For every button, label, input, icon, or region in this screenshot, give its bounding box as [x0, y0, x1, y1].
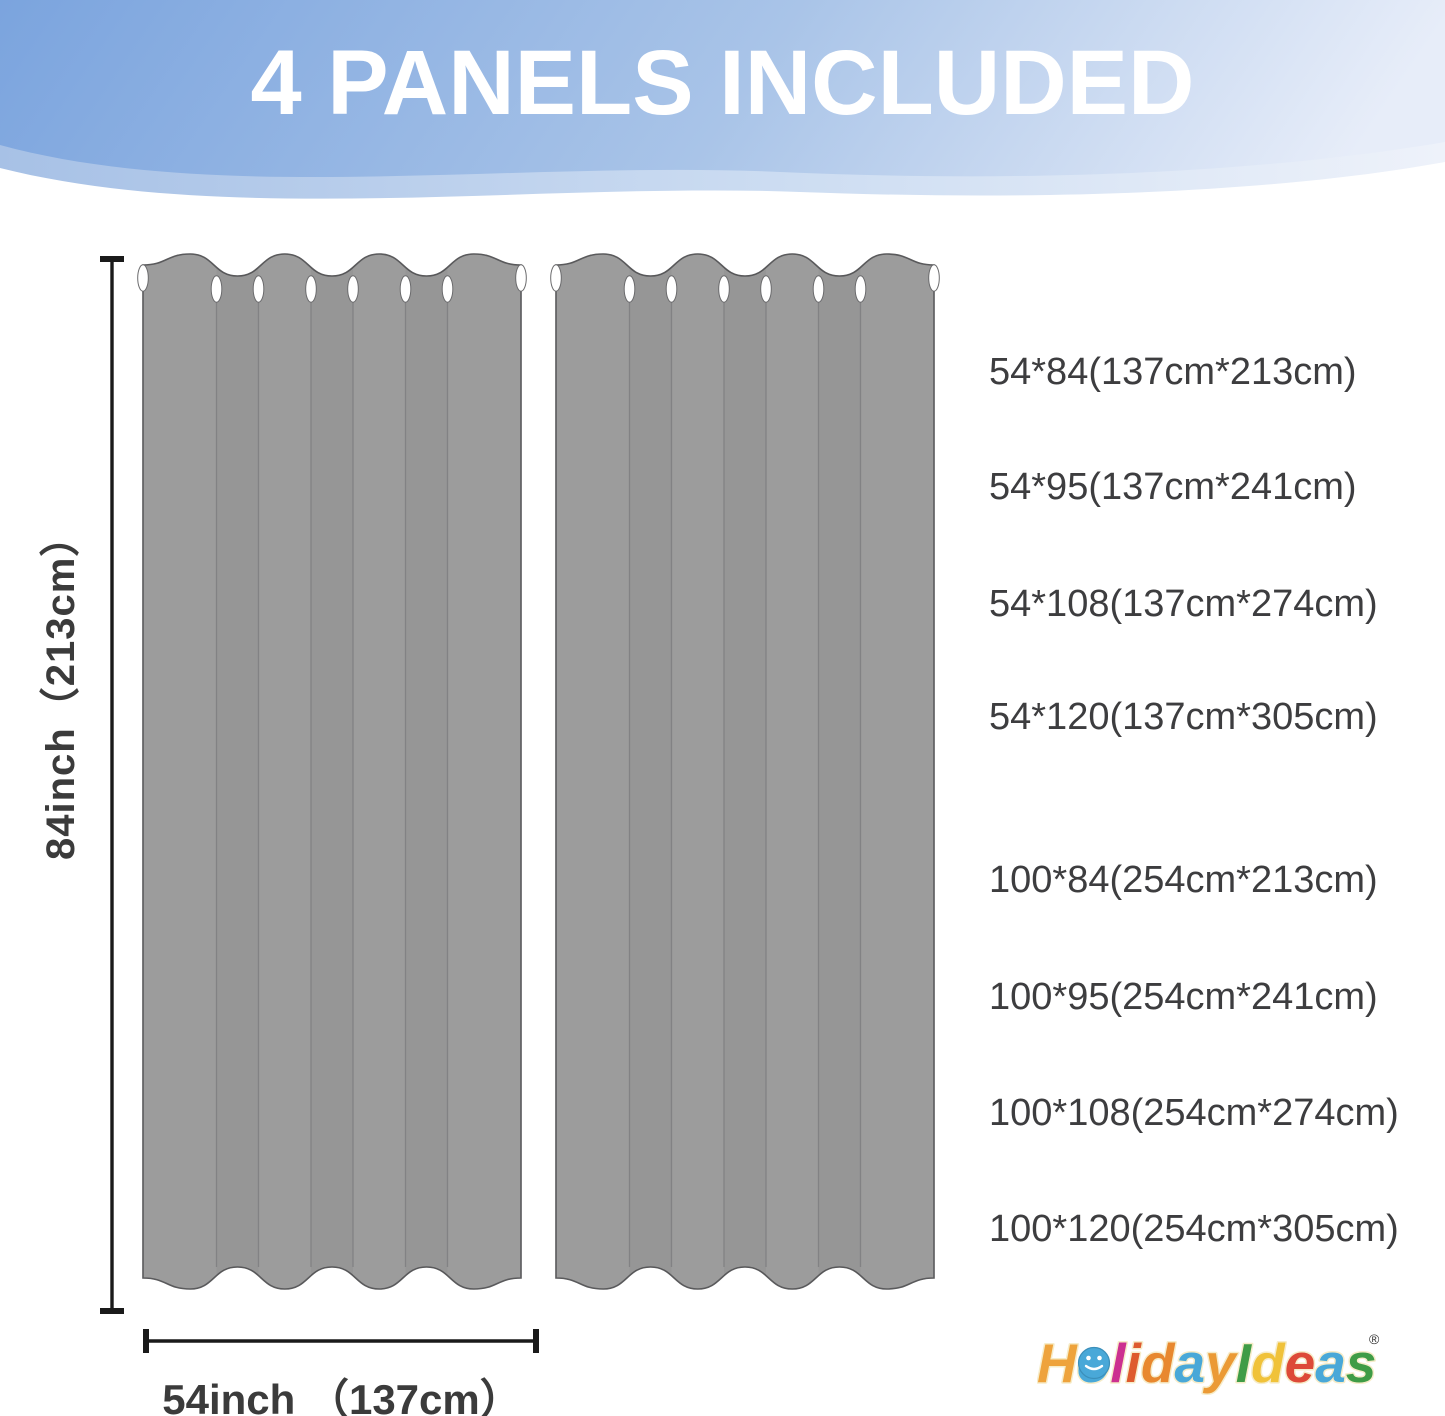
svg-text:®: ®: [1369, 1331, 1380, 1347]
